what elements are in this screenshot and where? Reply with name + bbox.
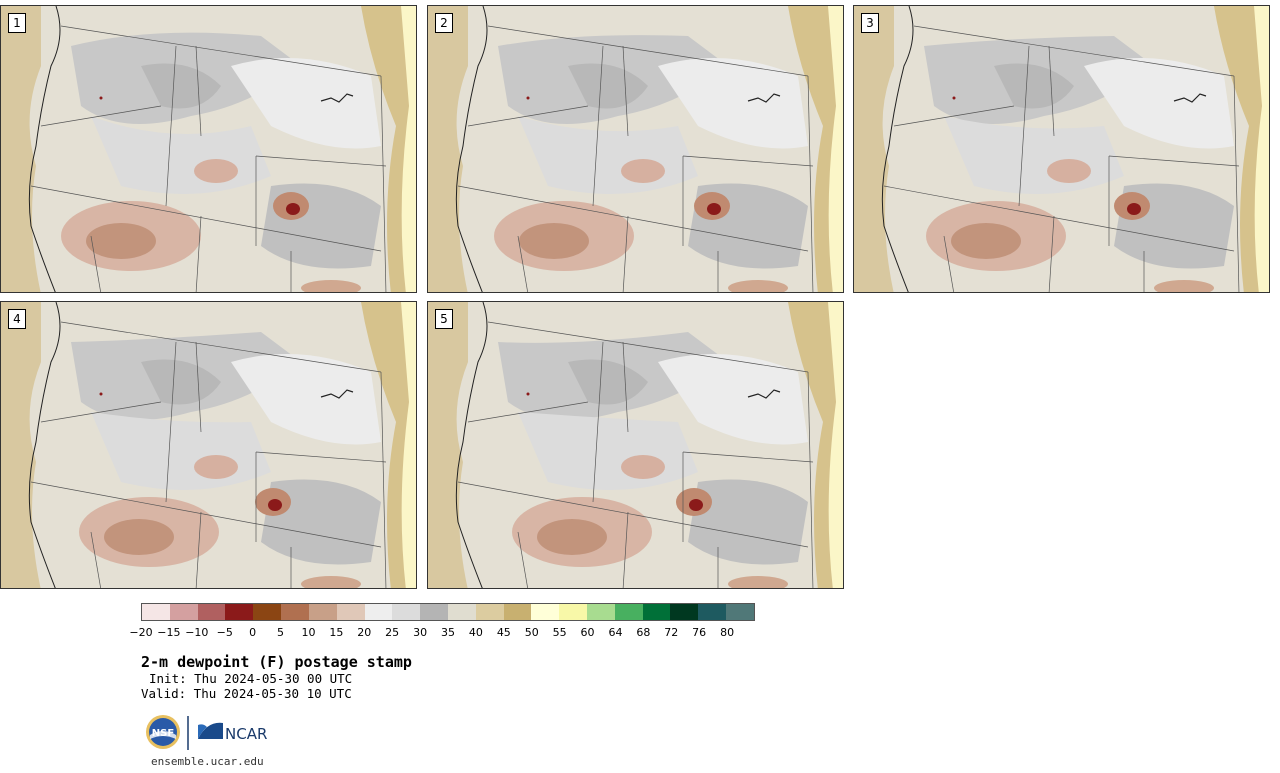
colorbar-swatch [197, 604, 226, 620]
panel-label: 5 [435, 309, 453, 329]
panel-label: 2 [435, 13, 453, 33]
colorbar-tick-label: 35 [441, 626, 455, 639]
logo-group: NSF NCAR [146, 715, 267, 750]
colorbar-swatch [559, 604, 587, 620]
panel-label: 1 [8, 13, 26, 33]
stamp-panel-3: 3 [853, 5, 1270, 293]
colorbar-tick-label: 68 [636, 626, 651, 639]
colorbar-swatch [336, 604, 365, 620]
colorbar-tick-label: 25 [385, 626, 400, 639]
panel-label: 4 [8, 309, 26, 329]
colorbar-tick-label: 60 [580, 626, 595, 639]
colorbar-swatch [531, 604, 560, 620]
footer-url: ensemble.ucar.edu [151, 755, 264, 768]
dewpoint-map [428, 302, 843, 588]
colorbar-swatch [726, 604, 754, 620]
nsf-logo-text: NSF [152, 728, 174, 739]
colorbar-tick-label: 5 [277, 626, 285, 639]
colorbar-tick-label: −10 [185, 626, 209, 639]
colorbar-swatch [475, 604, 504, 620]
colorbar-swatch [503, 604, 532, 620]
colorbar-swatch [364, 604, 393, 620]
colorbar-swatch [253, 604, 282, 620]
stamp-panel-1: 1 [0, 5, 417, 293]
stamp-panel-5: 5 [427, 301, 844, 589]
colorbar-tick-label: 80 [720, 626, 735, 639]
init-time: Init: Thu 2024-05-30 00 UTC [149, 671, 353, 686]
colorbar-tick-label: −15 [157, 626, 181, 639]
dewpoint-map [428, 6, 843, 292]
logos: NSF NCAR [145, 713, 275, 753]
colorbar-tick-label: 40 [468, 626, 483, 639]
colorbar-swatch [225, 604, 254, 620]
colorbar-tick-label: 20 [357, 626, 372, 639]
panel-label: 3 [861, 13, 879, 33]
stamp-panel-2: 2 [427, 5, 844, 293]
colorbar-tick-label: 76 [692, 626, 707, 639]
colorbar-tick-label: 45 [496, 626, 511, 639]
colorbar-swatch [614, 604, 643, 620]
colorbar-swatch [420, 604, 448, 620]
colorbar-tick-label: 50 [524, 626, 539, 639]
colorbar-swatch [447, 604, 476, 620]
colorbar-tick-label: 0 [249, 626, 257, 639]
colorbar-swatch [392, 604, 421, 620]
colorbar-swatch [308, 604, 337, 620]
stamp-panel-4: 4 [0, 301, 417, 589]
colorbar-tick-label: 55 [552, 626, 567, 639]
colorbar-swatch [698, 604, 727, 620]
dewpoint-map [1, 6, 416, 292]
valid-time: Valid: Thu 2024-05-30 10 UTC [141, 686, 352, 701]
colorbar-swatch [670, 604, 699, 620]
ncar-logo: NCAR [198, 722, 267, 743]
colorbar-tick-label: 10 [301, 626, 316, 639]
colorbar-tick-label: 15 [329, 626, 344, 639]
dewpoint-map [854, 6, 1269, 292]
dewpoint-map [1, 302, 416, 588]
chart-title: 2-m dewpoint (F) postage stamp [141, 653, 412, 671]
colorbar-swatch [642, 604, 671, 620]
colorbar-tick-label: −20 [129, 626, 153, 639]
colorbar-tick-label: −5 [216, 626, 233, 639]
colorbar-swatch [281, 604, 309, 620]
colorbar-swatch [142, 604, 170, 620]
colorbar-tick-label: 72 [664, 626, 679, 639]
colorbar-tick-label: 64 [608, 626, 623, 639]
ncar-logo-text: NCAR [225, 725, 267, 743]
colorbar [141, 603, 755, 621]
colorbar-tick-label: 30 [413, 626, 428, 639]
nsf-logo: NSF [146, 715, 180, 749]
colorbar-swatch [169, 604, 198, 620]
colorbar-swatch [587, 604, 615, 620]
